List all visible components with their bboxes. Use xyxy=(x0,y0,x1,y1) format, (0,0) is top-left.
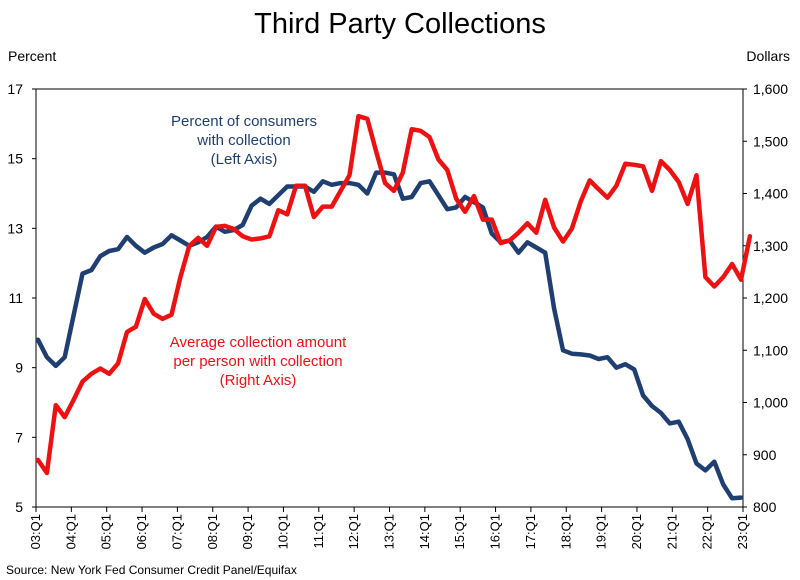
x-tick-label: 11:Q1 xyxy=(311,514,326,548)
left-tick-label: 17 xyxy=(7,81,23,97)
series-layer xyxy=(35,113,753,501)
x-tick-label: 19:Q1 xyxy=(594,514,609,549)
x-tick-label: 12:Q1 xyxy=(346,514,361,549)
right-axis: 800 900 1,000 1,100 1,200 1,300 1,400 1,500 1,60… xyxy=(743,81,788,515)
right-tick-label: 1,600 xyxy=(753,81,788,97)
right-tick-label: 1,400 xyxy=(753,186,788,202)
percent-consumers-line xyxy=(35,170,744,501)
right-tick-label: 1,000 xyxy=(753,395,788,411)
red-series-annotation: Average collection amount per person wit… xyxy=(170,334,347,389)
left-tick-label: 5 xyxy=(15,499,23,515)
x-tick-label: 22:Q1 xyxy=(700,514,715,549)
x-tick-label: 04:Q1 xyxy=(63,514,78,549)
right-axis-label: Dollars xyxy=(746,48,790,64)
x-axis: 03:Q1 04:Q1 05:Q1 06:Q1 07:Q1 08:Q1 09:Q1 10:Q1… xyxy=(28,507,750,549)
left-tick-label: 15 xyxy=(7,151,23,167)
left-tick-label: 13 xyxy=(7,220,23,236)
blue-annotation-line-2: with collection xyxy=(196,132,290,149)
blue-annotation-line-1: Percent of consumers xyxy=(171,113,317,130)
red-annotation-line-2: per person with collection xyxy=(173,353,342,370)
left-axis: 5 7 9 11 13 15 17 xyxy=(7,81,36,515)
x-tick-label: 23:Q1 xyxy=(735,514,750,549)
x-tick-label: 20:Q1 xyxy=(629,514,644,549)
left-axis-label: Percent xyxy=(8,48,56,64)
x-tick-label: 10:Q1 xyxy=(275,514,290,549)
x-tick-label: 13:Q1 xyxy=(382,514,397,549)
average-amount-line xyxy=(35,113,753,476)
right-tick-label: 1,500 xyxy=(753,133,788,149)
left-tick-label: 7 xyxy=(15,429,23,445)
x-tick-label: 14:Q1 xyxy=(417,514,432,549)
x-tick-label: 05:Q1 xyxy=(99,514,114,549)
x-tick-label: 06:Q1 xyxy=(134,514,149,549)
x-tick-label: 21:Q1 xyxy=(664,514,679,549)
chart-title: Third Party Collections xyxy=(254,8,546,40)
x-tick-label: 16:Q1 xyxy=(488,514,503,549)
right-tick-label: 900 xyxy=(753,447,777,463)
right-tick-label: 800 xyxy=(753,499,777,515)
x-tick-label: 17:Q1 xyxy=(523,514,538,549)
x-tick-label: 07:Q1 xyxy=(169,514,184,549)
x-tick-label: 03:Q1 xyxy=(28,514,43,549)
x-tick-label: 15:Q1 xyxy=(452,514,467,549)
red-annotation-line-3: (Right Axis) xyxy=(220,372,297,389)
x-tick-label: 18:Q1 xyxy=(558,514,573,549)
left-tick-label: 11 xyxy=(8,290,23,306)
x-tick-label: 08:Q1 xyxy=(205,514,220,549)
source-note: Source: New York Fed Consumer Credit Pan… xyxy=(6,563,297,577)
blue-annotation-line-3: (Left Axis) xyxy=(211,151,278,168)
left-tick-label: 9 xyxy=(15,360,23,376)
x-tick-label: 09:Q1 xyxy=(240,514,255,549)
plot-area xyxy=(35,88,744,508)
right-tick-label: 1,200 xyxy=(753,290,788,306)
right-tick-label: 1,100 xyxy=(753,342,788,358)
blue-series-annotation: Percent of consumers with collection (Le… xyxy=(171,113,317,168)
right-tick-label: 1,300 xyxy=(753,238,788,254)
red-annotation-line-1: Average collection amount xyxy=(170,334,347,351)
